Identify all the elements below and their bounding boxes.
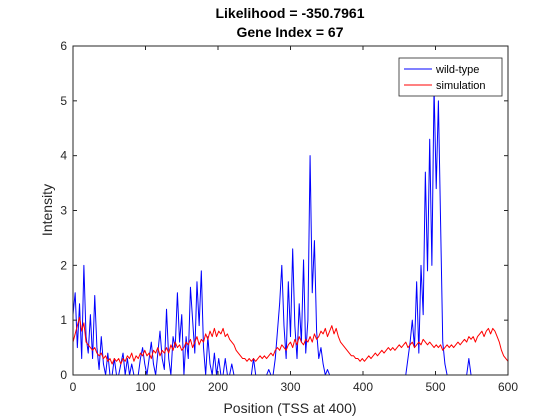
y-tick-label: 5 — [60, 94, 67, 108]
x-tick-label: 500 — [425, 380, 445, 394]
series-line-simulation — [73, 316, 508, 365]
y-tick-label: 1 — [60, 313, 67, 327]
x-tick-label: 100 — [135, 380, 155, 394]
x-tick-label: 400 — [353, 380, 373, 394]
chart-subtitle: Gene Index = 67 — [237, 24, 344, 40]
x-axis-label: Position (TSS at 400) — [223, 400, 356, 416]
series-line-wild-type — [73, 86, 508, 375]
y-tick-label: 0 — [60, 368, 67, 382]
x-tick-label: 600 — [498, 380, 518, 394]
legend-label: simulation — [436, 80, 486, 92]
legend-box — [398, 57, 503, 97]
legend: wild-type simulation — [398, 57, 503, 97]
y-tick-label: 2 — [60, 258, 67, 272]
y-tick-label: 3 — [60, 204, 67, 218]
y-tick-label: 4 — [60, 149, 67, 163]
y-axis-label: Intensity — [39, 184, 55, 236]
x-tick-label: 300 — [280, 380, 300, 394]
x-tick-label: 200 — [208, 380, 228, 394]
axes-layer: 0 100 200 300 400 500 600 0 1 2 3 4 5 6 — [60, 39, 518, 394]
y-tick-label: 6 — [60, 39, 67, 53]
x-tick-label: 0 — [70, 380, 77, 394]
legend-label: wild-type — [435, 64, 479, 76]
chart-title: Likelihood = -350.7961 — [215, 5, 364, 21]
series-layer — [73, 86, 508, 375]
